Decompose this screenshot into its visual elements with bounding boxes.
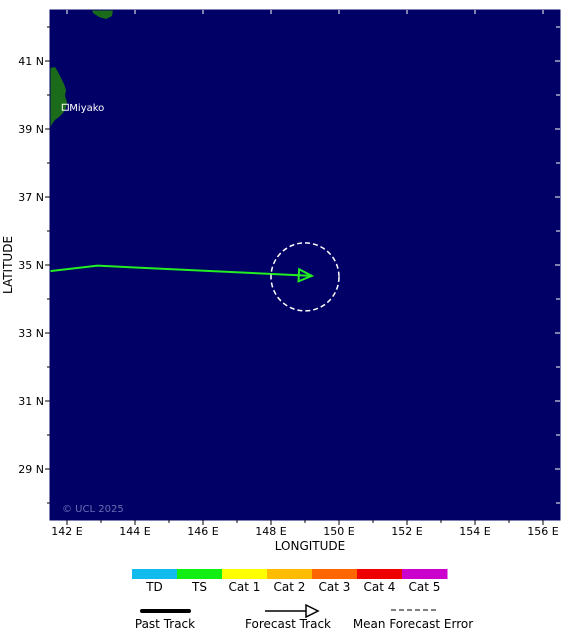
legend-swatch-cat-4	[357, 569, 403, 579]
city-label: Miyako	[69, 103, 104, 114]
lon-tick-label: 142 E	[51, 525, 82, 538]
lat-tick-label: 37 N	[18, 191, 44, 204]
lon-tick-label: 154 E	[459, 525, 490, 538]
legend-category-label: TS	[191, 580, 207, 594]
lon-tick-label: 156 E	[527, 525, 558, 538]
forecast-arrow-icon	[297, 267, 315, 283]
legend-category-label: Cat 2	[274, 580, 306, 594]
lon-tick-label: 146 E	[187, 525, 218, 538]
y-axis-title: LATITUDE	[1, 236, 15, 294]
lat-tick-label: 39 N	[18, 123, 44, 136]
legend-category-label: TD	[145, 580, 163, 594]
lon-tick-label: 150 E	[323, 525, 354, 538]
legend-category-label: Cat 4	[364, 580, 396, 594]
lat-tick-label: 29 N	[18, 463, 44, 476]
lat-tick-label: 35 N	[18, 259, 44, 272]
forecast-track-line	[50, 264, 312, 277]
x-axis-title: LONGITUDE	[275, 539, 345, 553]
legend-swatch-cat-1	[222, 569, 268, 579]
city-marker-icon	[61, 103, 69, 111]
lon-tick-label: 144 E	[119, 525, 150, 538]
lat-tick-label: 41 N	[18, 55, 44, 68]
legend-swatch-cat-3	[312, 569, 358, 579]
legend-category-label: Cat 1	[229, 580, 261, 594]
lat-tick-label: 33 N	[18, 327, 44, 340]
legend-swatch-td	[132, 569, 178, 579]
mean-error-label: Mean Forecast Error	[353, 617, 473, 631]
mean-forecast-error-circle	[270, 242, 340, 312]
legend-category-label: Cat 3	[319, 580, 351, 594]
legend-swatch-ts	[177, 569, 223, 579]
lon-tick-label: 148 E	[255, 525, 286, 538]
land-hokkaido-tip	[92, 10, 113, 19]
legend-swatch-cat-2	[267, 569, 313, 579]
legend-swatch-cat-5	[402, 569, 448, 579]
ocean-area	[50, 10, 560, 520]
past-track-label: Past Track	[135, 617, 195, 631]
forecast-track-label: Forecast Track	[245, 617, 331, 631]
lat-tick-label: 31 N	[18, 395, 44, 408]
land-honshu-coast	[50, 67, 67, 128]
copyright-label: © UCL 2025	[62, 504, 124, 515]
legend-category-label: Cat 5	[409, 580, 441, 594]
lon-tick-label: 152 E	[391, 525, 422, 538]
forecast-arrow-icon	[305, 603, 320, 619]
